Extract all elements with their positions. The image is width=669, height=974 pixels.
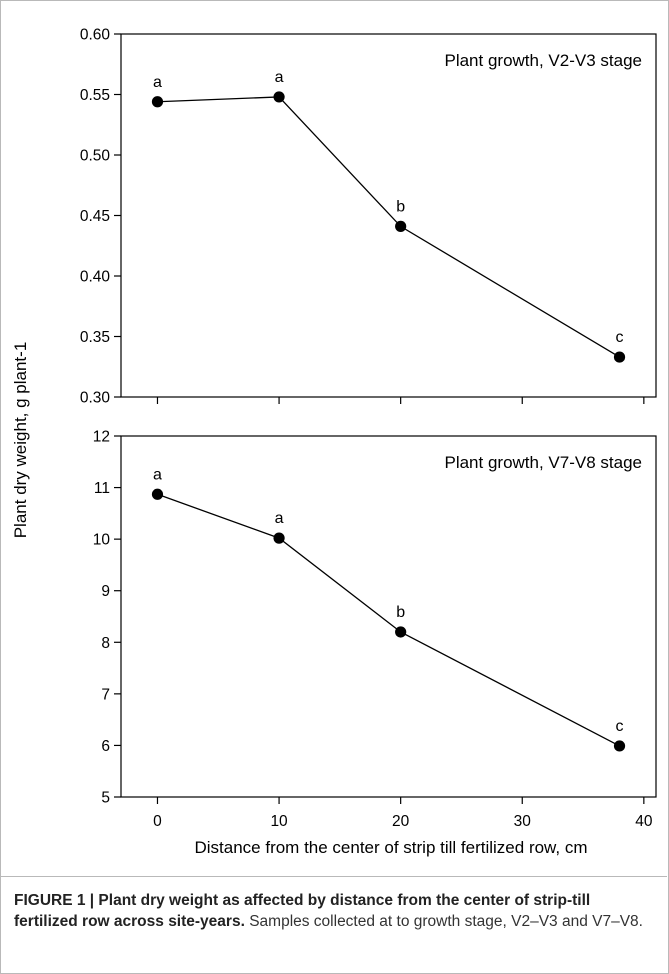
chart-panel-2: 5 6 7 8 9 10 11 12 0 10 20 30 40 Plant growth, V7-V8 … — [93, 429, 657, 830]
plot-frame — [120, 33, 657, 398]
data-point — [395, 220, 407, 232]
y-tick-label: 0.30 — [80, 390, 111, 407]
x-tick-label: 0 — [153, 813, 162, 830]
y-tick-label: 0.45 — [80, 208, 110, 225]
y-tick-label: 5 — [101, 790, 110, 807]
significance-label: a — [275, 69, 284, 86]
data-point — [613, 740, 626, 752]
data-point — [273, 532, 285, 544]
significance-label: b — [396, 198, 405, 215]
y-tick-label: 0.60 — [80, 27, 111, 44]
x-axis-label: Distance from the center of strip till f… — [194, 838, 587, 857]
x-tick-label: 30 — [514, 813, 532, 830]
data-point — [273, 91, 285, 103]
y-tick-label: 9 — [101, 583, 110, 600]
data-point — [151, 488, 164, 500]
data-point — [151, 96, 164, 108]
y-tick-label: 12 — [93, 429, 110, 446]
x-tick-label: 10 — [270, 813, 288, 830]
y-tick-label: 11 — [94, 480, 110, 497]
y-tick-label: 6 — [101, 738, 110, 755]
significance-label: c — [616, 718, 624, 735]
series-line — [157, 493, 620, 747]
y-tick-label: 10 — [93, 532, 111, 549]
y-axis-label: Plant dry weight, g plant-1 — [11, 342, 30, 539]
y-tick-label: 7 — [101, 686, 110, 703]
significance-label: a — [153, 466, 162, 483]
caption-bold-text: FIGURE 1 | Plant dry weight as affected … — [14, 892, 591, 930]
significance-label: c — [616, 329, 624, 346]
figure-caption: FIGURE 1 | Plant dry weight as affected … — [14, 890, 654, 932]
significance-label: b — [396, 604, 405, 621]
chart-panel-1: 0.30 0.35 0.40 0.45 0.50 0.55 0.60 Plant growth… — [80, 27, 657, 407]
x-tick-label: 20 — [392, 813, 410, 830]
significance-label: a — [275, 510, 284, 527]
y-tick-label: 0.40 — [80, 269, 111, 286]
caption-body-text: Samples collected at to growth stage, V2… — [244, 913, 643, 930]
data-point — [613, 351, 626, 363]
data-point — [395, 626, 407, 638]
panel-title: Plant growth, V2-V3 stage — [444, 51, 642, 70]
y-tick-label: 0.55 — [80, 87, 110, 104]
significance-label: a — [153, 74, 162, 91]
chart-svg: 0.30 0.35 0.40 0.45 0.50 0.55 0.60 Plant growth… — [11, 27, 657, 857]
panel-title: Plant growth, V7-V8 stage — [444, 453, 642, 472]
y-tick-label: 0.35 — [80, 329, 110, 346]
x-tick-label: 40 — [635, 813, 653, 830]
series-line — [157, 96, 620, 358]
plot-frame — [120, 435, 657, 798]
y-tick-label: 0.50 — [80, 148, 111, 165]
caption-divider — [0, 876, 667, 877]
y-tick-label: 8 — [101, 635, 110, 652]
